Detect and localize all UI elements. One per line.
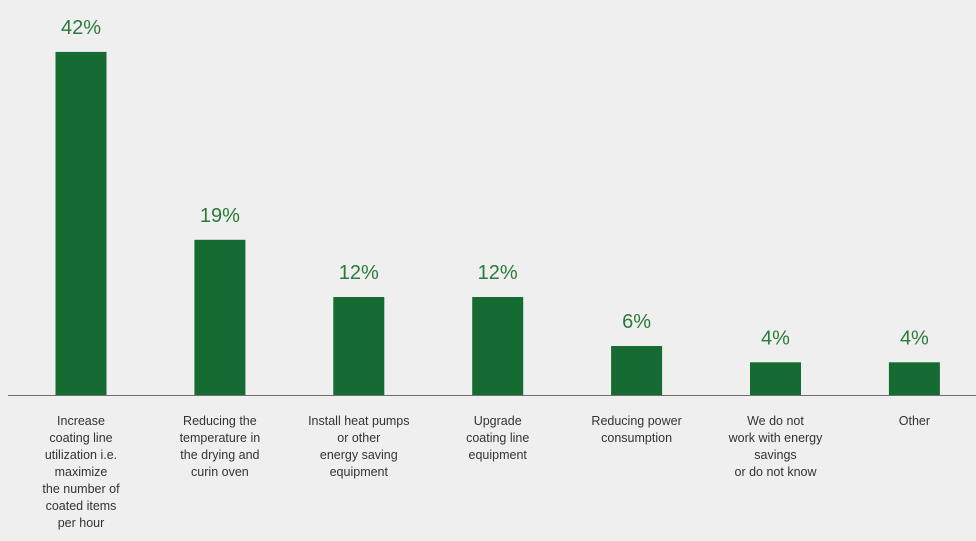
value-label-0: 42% — [61, 17, 101, 39]
value-label-6: 4% — [900, 327, 929, 349]
value-label-1: 19% — [200, 205, 240, 227]
value-label-5: 4% — [761, 327, 790, 349]
category-label-2: Install heat pumps or other energy savin… — [308, 414, 410, 479]
bar-1 — [194, 239, 246, 395]
category-label-6: Other — [898, 414, 931, 428]
category-label-3: Upgrade coating line equipment — [466, 414, 530, 462]
value-label-4: 6% — [622, 311, 651, 333]
category-label-4: Reducing power consumption — [591, 414, 682, 445]
bar-2 — [333, 297, 385, 395]
bar-6 — [888, 362, 940, 395]
value-label-3: 12% — [478, 262, 518, 284]
bar-0 — [55, 51, 107, 396]
value-label-2: 12% — [339, 262, 379, 284]
bar-5 — [750, 362, 801, 395]
category-label-5: We do not work with energy savings or do… — [728, 414, 823, 479]
bar-3 — [472, 297, 524, 395]
category-label-0: Increase coating line utilization i.e. m… — [42, 414, 120, 530]
category-label-1: Reducing the temperature in the drying a… — [179, 414, 261, 479]
bar-4 — [611, 346, 663, 395]
